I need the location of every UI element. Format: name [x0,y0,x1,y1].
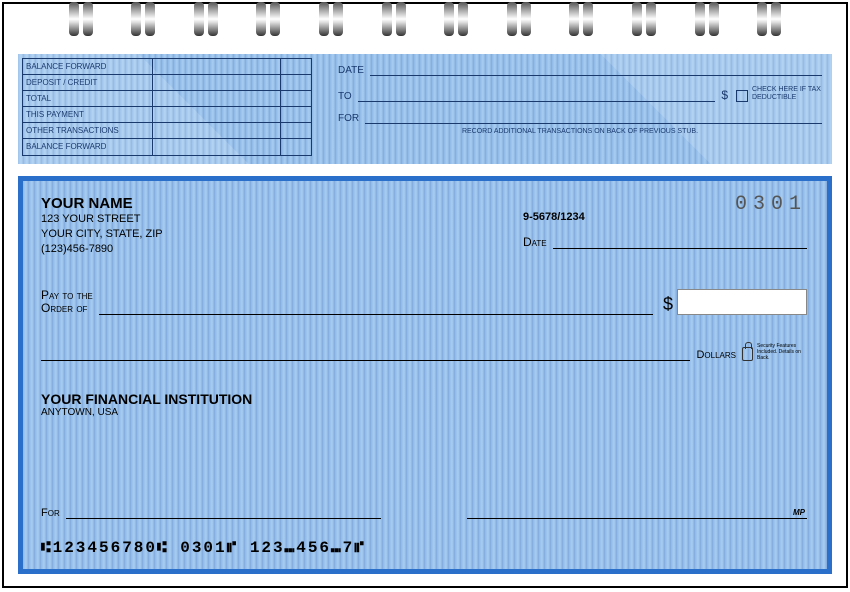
memo-field[interactable] [66,518,381,519]
stub-to-field[interactable] [358,90,716,102]
stub-to-label: TO [338,91,352,102]
check-document: BALANCE FORWARD DEPOSIT / CREDIT TOTAL T… [2,2,848,588]
dollars-label: Dollars [696,349,736,361]
payer-street: 123 YOUR STREET [41,212,809,227]
signature-line[interactable] [467,518,807,519]
ledger-label: BALANCE FORWARD [23,139,153,155]
date-label: Date [523,235,547,249]
check-stub: BALANCE FORWARD DEPOSIT / CREDIT TOTAL T… [18,54,832,164]
stub-for-label: FOR [338,113,359,124]
ledger-label: DEPOSIT / CREDIT [23,75,153,90]
date-field[interactable] [553,237,807,249]
stub-ledger: BALANCE FORWARD DEPOSIT / CREDIT TOTAL T… [22,58,312,156]
ledger-label: OTHER TRANSACTIONS [23,123,153,138]
dollar-sign: $ [663,294,673,315]
ledger-cell[interactable] [153,59,281,74]
payer-name: YOUR NAME [41,195,809,212]
dollar-sign: $ [721,88,728,102]
payee-field[interactable] [99,314,653,315]
stub-note: RECORD ADDITIONAL TRANSACTIONS ON BACK O… [338,128,822,135]
tax-label: CHECK HERE IF TAX DEDUCTIBLE [752,86,822,102]
stub-date-field[interactable] [370,64,822,76]
stub-for-field[interactable] [365,112,822,124]
pay-to-label: Pay to theOrder of [41,289,93,315]
ledger-label: THIS PAYMENT [23,107,153,122]
ledger-label: TOTAL [23,91,153,106]
check-body: YOUR NAME 123 YOUR STREET YOUR CITY, STA… [18,176,832,574]
bank-name: YOUR FINANCIAL INSTITUTION [41,391,252,407]
micr-line: ⑆123456780⑆ 0301⑈ 123⑉456⑉7⑈ [41,539,366,557]
check-number: 0301 [735,193,807,216]
stub-date-label: DATE [338,65,364,76]
bank-block: YOUR FINANCIAL INSTITUTION ANYTOWN, USA [41,391,252,418]
mp-mark: MP [793,508,805,517]
bank-city: ANYTOWN, USA [41,407,252,418]
amount-box[interactable] [677,289,807,315]
security-text: Security Features Included. Details on B… [757,343,807,361]
ledger-label: BALANCE FORWARD [23,59,153,74]
amount-words-field[interactable] [41,360,690,361]
for-label: For [41,507,60,519]
lock-icon [742,347,753,361]
tax-deductible-checkbox[interactable] [736,90,748,102]
spiral-binding [4,0,846,46]
routing-fraction: 9-5678/1234 [523,211,585,223]
